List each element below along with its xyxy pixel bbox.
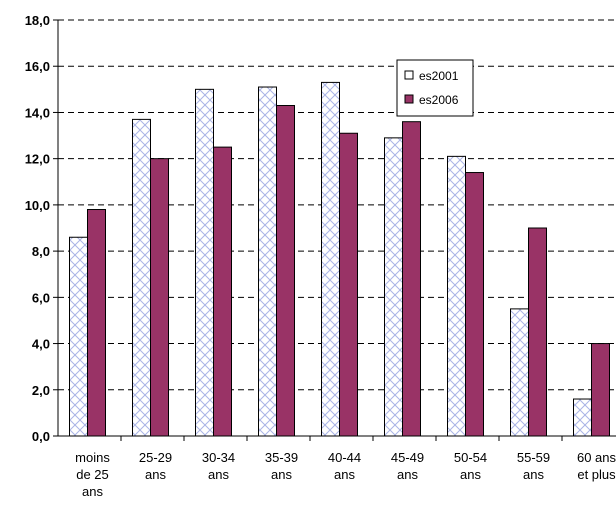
bar-es2006 [528,227,547,437]
x-tick-label: 55-59 [517,450,550,465]
x-tick-label: ans [460,467,481,482]
legend-swatch-es2006 [404,94,414,104]
x-tick-label: et plus [577,467,616,482]
bar-es2006 [150,158,169,437]
y-tick-label: 12,0 [25,152,50,167]
bar-es2006 [402,121,421,437]
bar-es2001 [132,118,151,437]
y-tick-label: 16,0 [25,59,50,74]
x-tick-label: ans [145,467,166,482]
bar-es2001 [321,81,340,437]
legend-label-es2001: es2001 [419,69,459,83]
bars [69,81,610,437]
x-tick-label: 25-29 [139,450,172,465]
x-tick-label: ans [523,467,544,482]
x-tick-label: 40-44 [328,450,361,465]
bar-es2006 [276,105,295,437]
y-tick-label: 6,0 [32,290,50,305]
legend-label-es2006: es2006 [419,93,459,107]
legend: es2001 es2006 [396,59,474,117]
x-tick-label: de 25 [76,467,109,482]
x-axis-ticks: moins de 25 ans 25-29 ans 30-34 ans 35-39 ans 40-… [75,450,616,499]
bar-es2001 [573,398,592,437]
axes [53,19,616,441]
legend-swatch-es2001 [404,70,414,80]
bar-es2006 [339,132,358,437]
x-tick-label: ans [397,467,418,482]
y-tick-label: 4,0 [32,337,50,352]
x-tick-label: 30-34 [202,450,235,465]
bar-es2006 [213,146,232,437]
y-tick-label: 8,0 [32,244,50,259]
x-tick-label: 60 ans [577,450,616,465]
y-tick-label: 10,0 [25,198,50,213]
bar-es2006 [87,209,106,437]
x-tick-label: ans [82,484,103,499]
y-tick-label: 18,0 [25,13,50,28]
x-tick-label: 35-39 [265,450,298,465]
x-tick-label: 50-54 [454,450,487,465]
x-tick-label: 45-49 [391,450,424,465]
y-axis-ticks: 0,0 2,0 4,0 6,0 8,0 10,0 12,0 14,0 16,0 18,0 [25,13,50,444]
bar-es2006 [591,343,610,437]
x-tick-label: ans [208,467,229,482]
y-tick-label: 2,0 [32,383,50,398]
y-tick-label: 14,0 [25,105,50,120]
bar-es2006 [465,172,484,437]
x-tick-label: ans [271,467,292,482]
bar-es2001 [258,86,277,437]
y-tick-label: 0,0 [32,429,50,444]
bar-es2001 [384,137,403,437]
bar-es2001 [447,155,466,437]
bar-es2001 [195,88,214,437]
x-tick-label: ans [334,467,355,482]
legend-box [396,59,474,117]
bar-es2001 [69,236,88,437]
x-tick-label: moins [75,450,110,465]
bar-es2001 [510,308,529,437]
